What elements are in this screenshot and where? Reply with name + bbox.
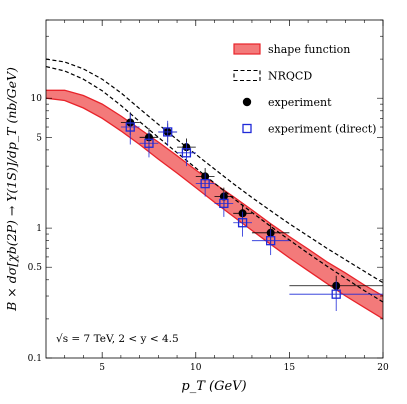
y-tick-label-0.5: 0.5 [28,263,43,273]
shape-function-band-fill [46,90,383,319]
x-tick-label-5: 5 [99,363,105,373]
legend-label-shape-function: shape function [268,43,350,56]
shape-function-lower-edge [45,97,384,320]
experiment-direct-marker-2 [163,127,173,137]
y-axis-label: B × dσ[χb(2P) → Υ(1S)]/dp_T (nb/GeV) [4,67,19,312]
y-tick-label-5: 5 [36,133,42,143]
legend-swatch-experiment-direct [242,123,252,134]
points-layer [120,112,383,312]
experiment-direct-marker-7 [266,236,276,246]
experiment-direct-point-8 [289,281,383,312]
nrqcd-lower-curve [45,66,384,303]
x-tick-label-15: 15 [284,363,296,373]
y-tick-label-0.1: 0.1 [28,354,42,364]
band-layer [45,58,384,320]
legend-label-experiment: experiment [268,96,332,109]
y-tick-label-1: 1 [36,224,42,234]
nrqcd-upper-curve [45,58,384,284]
x-tick-label-20: 20 [377,363,389,373]
experiment-direct-marker-0 [125,122,135,132]
experiment-direct-marker-3 [181,148,192,158]
legend-swatch-nrqcd [233,69,261,82]
y-tick-label-10: 10 [31,94,43,104]
experiment-direct-marker-4 [200,178,210,189]
legend-label-experiment-direct: experiment (direct) [268,123,376,136]
experiment-direct-point-4 [195,173,215,197]
experiment-direct-point-3 [177,142,196,167]
experiment-direct-point-2 [158,120,178,146]
experiment-direct-point-6 [233,211,252,237]
experiment-direct-point-5 [214,192,234,217]
experiment-direct-point-1 [139,131,159,158]
experiment-direct-marker-8 [331,289,341,299]
experiment-direct-marker-6 [237,218,248,228]
experiment-direct-marker-1 [144,138,154,148]
experiment-direct-point-0 [120,113,140,145]
legend-label-nrqcd: NRQCD [268,70,312,83]
legend-swatch-shape-function [233,43,261,55]
legend: shape function NRQCD experiment experiment … [233,43,376,136]
x-tick-label-10: 10 [190,363,202,373]
legend-swatch-experiment [242,97,252,107]
experiment-direct-marker-5 [219,198,229,209]
x-axis-label: p_T (GeV) [181,379,246,394]
experiment-direct-point-7 [251,229,290,256]
energy-rapidity-annotation: √s = 7 TeV, 2 < y < 4.5 [56,333,179,345]
